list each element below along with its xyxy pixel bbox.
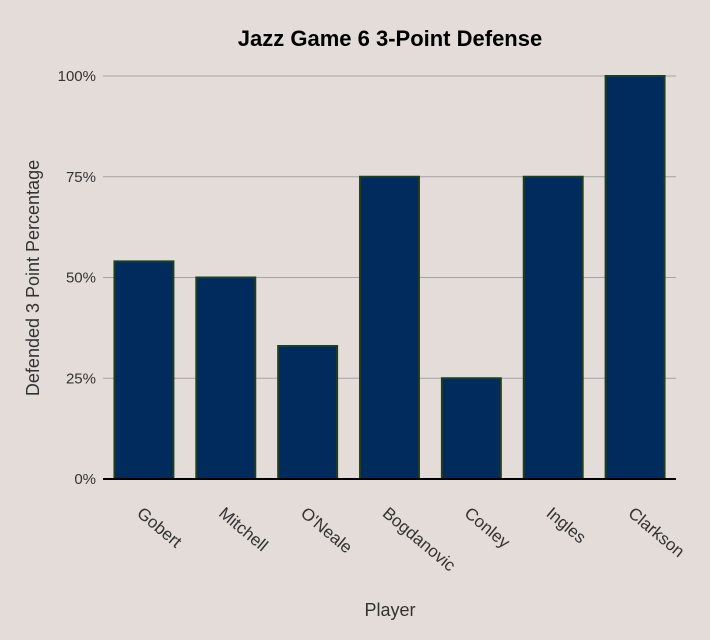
bar — [522, 175, 584, 480]
x-tick-label: Clarkson — [625, 504, 689, 562]
bar — [195, 276, 257, 480]
y-axis-ticks: 0% 25% 50% 75% 100% — [58, 68, 96, 488]
bar — [440, 377, 502, 480]
x-tick-label: Bogdanovic — [379, 504, 460, 576]
y-tick-label: 0% — [74, 471, 96, 488]
bar — [277, 345, 339, 481]
x-tick-label: O'Neale — [297, 504, 356, 558]
y-tick-label: 75% — [66, 169, 96, 186]
y-tick-label: 50% — [66, 270, 96, 287]
x-axis-labels: Gobert Mitchell O'Neale Bogdanovic Conley Ing… — [133, 504, 688, 576]
chart-title: Jazz Game 6 3-Point Defense — [238, 26, 542, 51]
x-tick-label: Gobert — [133, 504, 185, 552]
bar — [113, 260, 175, 480]
y-tick-label: 100% — [58, 68, 96, 85]
x-tick-label: Ingles — [543, 504, 590, 548]
bar — [604, 75, 666, 480]
x-axis-title: Player — [364, 600, 415, 620]
x-tick-label: Mitchell — [215, 504, 271, 556]
bar — [359, 175, 420, 480]
y-tick-label: 25% — [66, 370, 96, 387]
y-axis-title: Defended 3 Point Percentage — [23, 160, 43, 396]
bars — [113, 75, 666, 481]
x-tick-label: Conley — [461, 504, 514, 553]
